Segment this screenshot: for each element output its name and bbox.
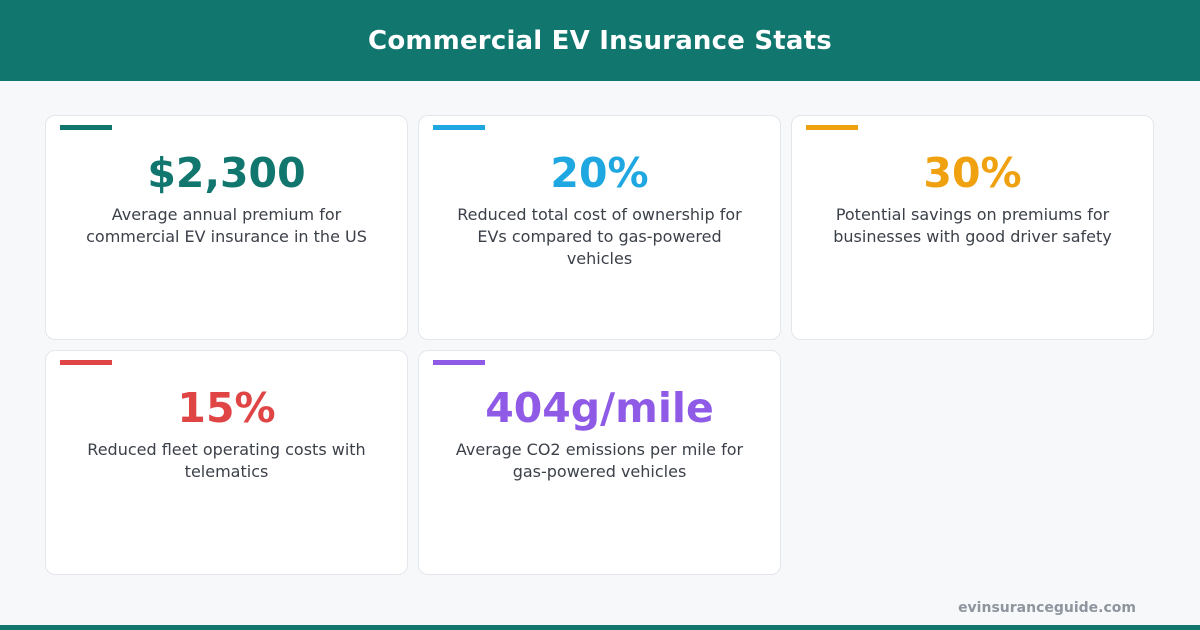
bottom-accent-bar <box>0 625 1200 630</box>
stat-value: 20% <box>550 149 649 197</box>
stat-description: Average annual premium for commercial EV… <box>86 205 367 246</box>
header-bar: Commercial EV Insurance Stats <box>0 0 1200 81</box>
stat-description: Reduced fleet operating costs with telem… <box>87 440 366 481</box>
card-accent-bar <box>806 125 858 130</box>
stat-description: Reduced total cost of ownership for EVs … <box>457 205 742 268</box>
stat-description: Potential savings on premiums for busine… <box>833 205 1112 246</box>
stat-card-premium-savings: 30% Potential savings on premiums for bu… <box>791 115 1154 340</box>
card-accent-bar <box>433 125 485 130</box>
stat-card-ownership-cost: 20% Reduced total cost of ownership for … <box>418 115 781 340</box>
card-accent-bar <box>60 125 112 130</box>
card-accent-bar <box>60 360 112 365</box>
stat-card-premium: $2,300 Average annual premium for commer… <box>45 115 408 340</box>
stat-card-fleet-costs: 15% Reduced fleet operating costs with t… <box>45 350 408 575</box>
page-title: Commercial EV Insurance Stats <box>368 25 832 56</box>
stat-description: Average CO2 emissions per mile for gas-p… <box>455 440 744 481</box>
stat-value: 404g/mile <box>485 384 714 432</box>
site-url: evinsuranceguide.com <box>958 600 1136 616</box>
stat-value: 30% <box>923 149 1022 197</box>
stat-value: $2,300 <box>147 149 306 197</box>
card-accent-bar <box>433 360 485 365</box>
stat-value: 15% <box>177 384 276 432</box>
stat-card-co2-emissions: 404g/mile Average CO2 emissions per mile… <box>418 350 781 575</box>
